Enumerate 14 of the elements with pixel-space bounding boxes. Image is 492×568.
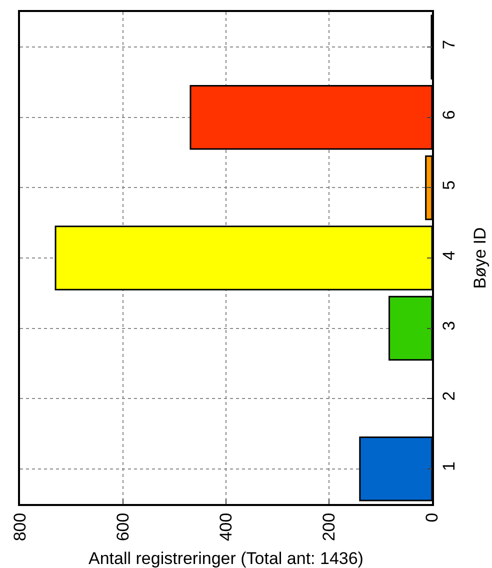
y-tick-label: 1 [439,462,458,472]
x-tick-label: 600 [114,512,133,542]
x-axis-title: Antall registreringer (Total ant: 1436) [88,549,364,568]
y-tick-label: 3 [439,321,458,330]
x-tick-label: 200 [320,512,339,542]
y-axis-title: Bøye ID [470,227,490,289]
y-tick-label: 2 [439,391,458,401]
y-tick-label: 5 [439,180,458,190]
y-tick-label: 7 [439,40,458,50]
x-tick-label: 0 [422,512,442,522]
x-tick-label: 400 [216,512,236,542]
y-tick-label: 4 [439,250,458,260]
x-tick-label: 800 [10,512,30,542]
y-tick-label: 6 [439,110,458,120]
